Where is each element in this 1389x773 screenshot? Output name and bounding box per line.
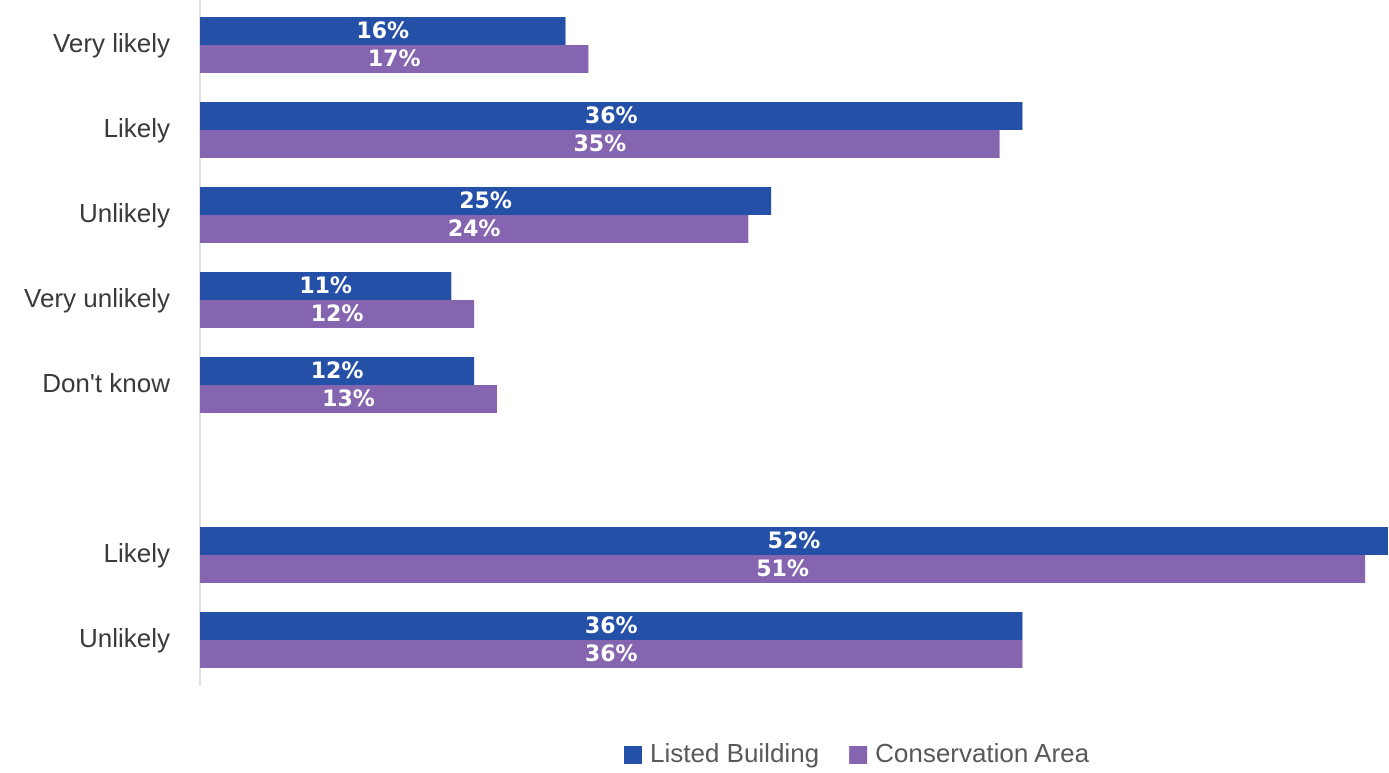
bar bbox=[200, 272, 452, 300]
bar bbox=[200, 102, 1023, 130]
data-label: 36% bbox=[585, 614, 638, 639]
legend-swatch bbox=[849, 746, 868, 764]
category-label: Very likely bbox=[53, 28, 170, 58]
category-label: Unlikely bbox=[79, 198, 170, 228]
category-label: Don't know bbox=[42, 368, 170, 398]
category-label: Unlikely bbox=[79, 623, 170, 653]
data-label: 36% bbox=[585, 642, 638, 667]
category-label: Very unlikely bbox=[24, 283, 170, 313]
legend-label: Conservation Area bbox=[875, 738, 1089, 768]
data-label: 25% bbox=[459, 189, 512, 214]
bar bbox=[200, 130, 1000, 158]
bars-group: 16% 17% 36% 35% 25% 24% 11% 12% 12% 13% 52% 51% 36% 3… bbox=[200, 17, 1388, 668]
data-label: 13% bbox=[322, 387, 375, 412]
data-label: 12% bbox=[311, 359, 364, 384]
bar bbox=[200, 385, 497, 413]
data-label: 16% bbox=[356, 19, 409, 44]
data-label: 17% bbox=[368, 47, 421, 72]
category-label: Likely bbox=[104, 538, 170, 568]
bar bbox=[200, 555, 1366, 583]
legend-label: Listed Building bbox=[650, 738, 819, 768]
data-label: 51% bbox=[756, 557, 809, 582]
bar bbox=[200, 187, 772, 215]
bar bbox=[200, 527, 1388, 555]
bar bbox=[200, 357, 475, 385]
data-label: 24% bbox=[448, 217, 501, 242]
data-label: 35% bbox=[573, 132, 626, 157]
bar bbox=[200, 45, 589, 73]
legend-swatch bbox=[624, 746, 642, 764]
bar bbox=[200, 640, 1023, 668]
bar bbox=[200, 17, 566, 45]
category-label: Likely bbox=[104, 113, 170, 143]
data-label: 36% bbox=[585, 104, 638, 129]
legend: Listed Building Conservation Area bbox=[624, 738, 1090, 768]
data-label: 52% bbox=[768, 529, 821, 554]
bar bbox=[200, 215, 749, 243]
data-label: 11% bbox=[299, 274, 352, 299]
bar bbox=[200, 612, 1023, 640]
category-labels-group: Very likely Likely Unlikely Very unlikely Do… bbox=[24, 28, 170, 653]
data-label: 12% bbox=[311, 302, 364, 327]
bar bbox=[200, 300, 475, 328]
